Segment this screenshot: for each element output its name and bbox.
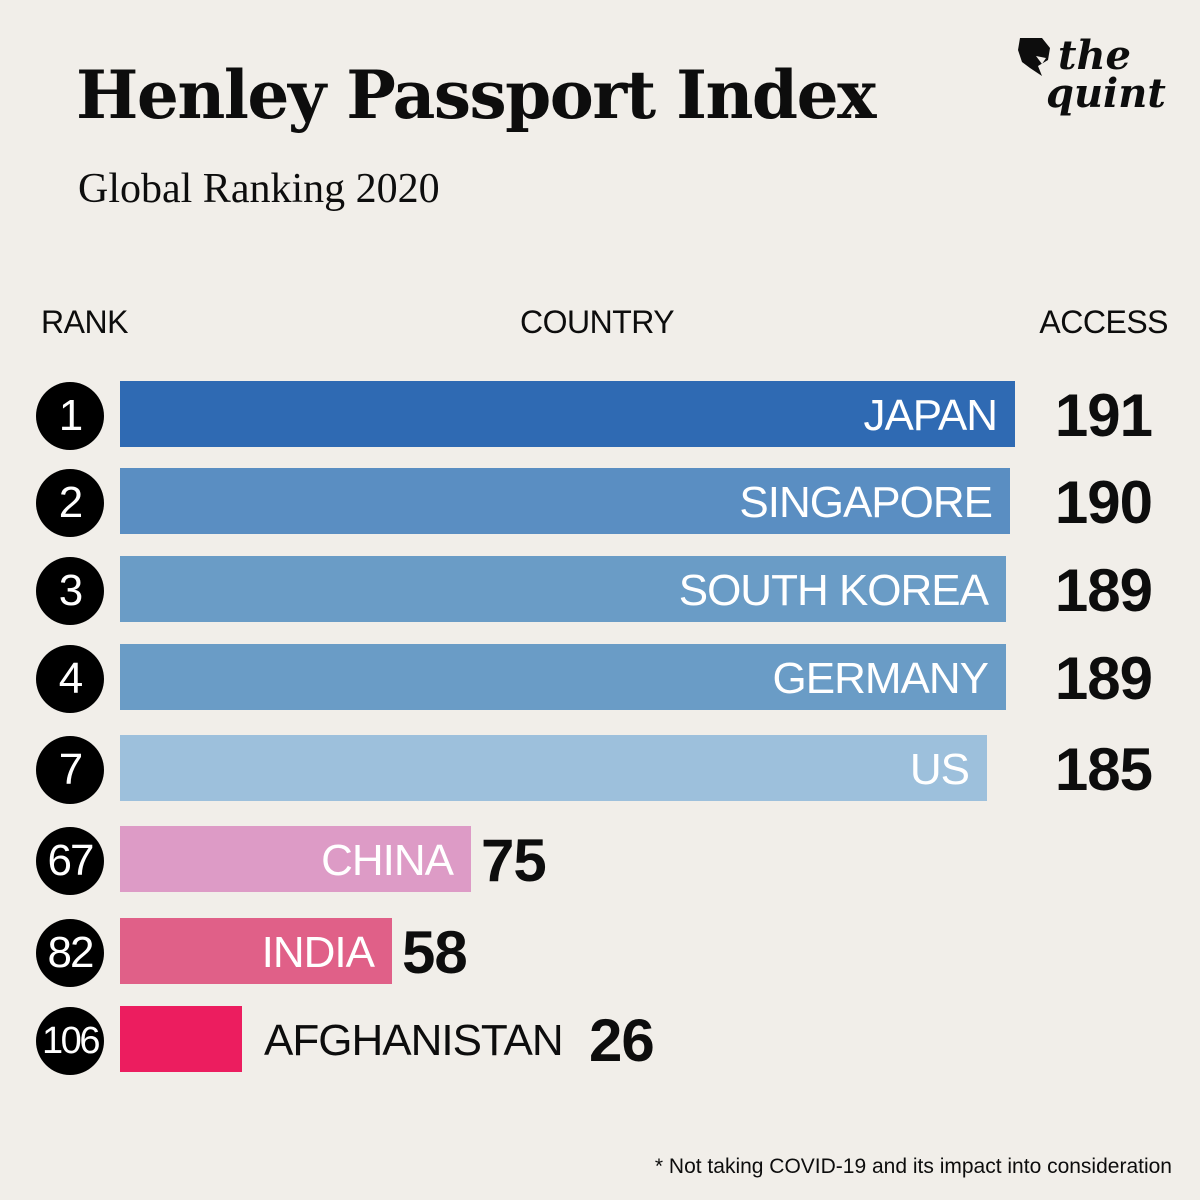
access-value: 190 <box>1054 469 1153 536</box>
footnote: * Not taking COVID-19 and its impact int… <box>654 1155 1172 1178</box>
bar-row: 82 INDIA 58 <box>0 918 1200 987</box>
speech-bubble-icon <box>1018 38 1050 76</box>
logo-text-the: the <box>1058 32 1132 79</box>
logo-text-quint: quint <box>1046 70 1166 117</box>
bar <box>120 381 1015 447</box>
rank-badge: 67 <box>36 827 104 895</box>
access-value: 189 <box>1054 645 1153 712</box>
rank-badge: 106 <box>36 1007 104 1075</box>
country-label: AFGHANISTAN <box>264 1016 564 1065</box>
access-value: 191 <box>1054 382 1153 449</box>
bar-row: 106 AFGHANISTAN 26 <box>0 1006 1200 1075</box>
country-column-header: COUNTRY <box>520 304 675 340</box>
access-value: 185 <box>1054 736 1153 803</box>
bar <box>120 826 471 892</box>
country-label: INDIA <box>261 928 375 977</box>
bar <box>120 918 392 984</box>
rank-badge: 82 <box>36 919 104 987</box>
country-label: GERMANY <box>772 654 989 703</box>
chart-title: Henley Passport Index <box>76 56 876 134</box>
bar-row: 2 SINGAPORE 190 <box>0 468 1200 537</box>
bar-row: 1 JAPAN 191 <box>0 381 1200 450</box>
access-value: 58 <box>402 919 468 986</box>
bar <box>120 644 1006 710</box>
the-quint-logo: the quint <box>1012 30 1182 130</box>
access-column-header: ACCESS <box>1039 304 1168 340</box>
rank-badge: 7 <box>36 736 104 804</box>
country-label: CHINA <box>321 836 454 885</box>
access-value: 189 <box>1054 557 1153 624</box>
country-label: SOUTH KOREA <box>678 566 989 615</box>
bar-row: 3 SOUTH KOREA 189 <box>0 556 1200 625</box>
country-label: SINGAPORE <box>739 478 993 527</box>
access-value: 26 <box>589 1007 655 1074</box>
rank-badge: 1 <box>36 382 104 450</box>
bar <box>120 556 1006 622</box>
rank-column-header: RANK <box>41 304 128 340</box>
access-value: 75 <box>481 827 547 894</box>
rank-badge: 3 <box>36 557 104 625</box>
country-label: JAPAN <box>863 391 998 440</box>
bar-row: 67 CHINA 75 <box>0 826 1200 895</box>
rank-badge: 2 <box>36 469 104 537</box>
bar <box>120 735 987 801</box>
rank-badge: 4 <box>36 645 104 713</box>
bar <box>120 1006 242 1072</box>
bar <box>120 468 1010 534</box>
chart-subtitle: Global Ranking 2020 <box>78 166 440 212</box>
bar-row: 4 GERMANY 189 <box>0 644 1200 713</box>
bar-row: 7 US 185 <box>0 735 1200 804</box>
country-label: US <box>909 745 970 794</box>
